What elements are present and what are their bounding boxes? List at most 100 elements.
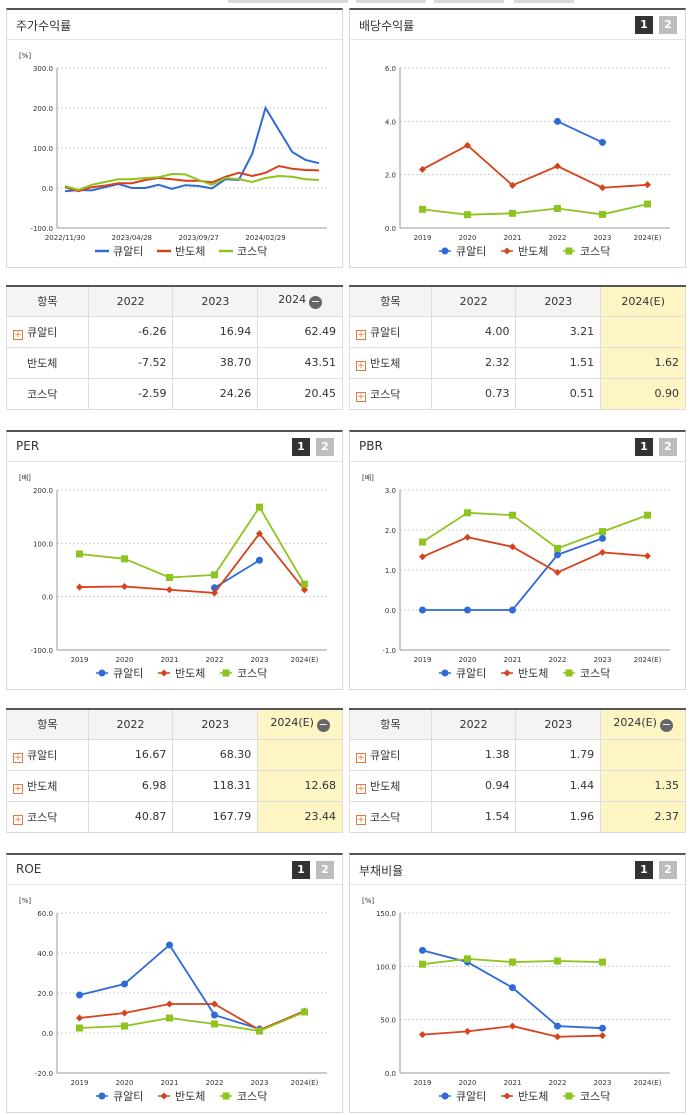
legend-label: 반도체 xyxy=(175,1090,205,1103)
page-1-button[interactable]: 1 xyxy=(635,861,653,879)
page-2-button[interactable]: 2 xyxy=(316,438,334,456)
data-point xyxy=(644,200,651,208)
page-2-button[interactable]: 2 xyxy=(659,861,677,879)
x-tick-label: 2023/04/28 xyxy=(112,234,152,242)
table-row: + 코스닥 40.87 167.79 23.44 xyxy=(6,800,343,833)
page-2-button[interactable]: 2 xyxy=(316,861,334,879)
top-tab-edge xyxy=(514,0,574,3)
debt-ratio-chart: [%]150.0 100.0 50.0 0.0 2019 2020 2021 2022 2023… xyxy=(362,897,670,1103)
row-label: 반도체 xyxy=(370,356,401,370)
expand-icon[interactable]: + xyxy=(356,814,366,825)
row-label: 큐알티 xyxy=(370,748,401,762)
x-tick-label: 2022 xyxy=(206,656,224,664)
x-tick-label: 2019 xyxy=(71,656,89,664)
cell: 62.49 xyxy=(257,315,343,348)
panel-title: PER xyxy=(16,439,40,453)
y-tick-label: 6.0 xyxy=(385,65,396,73)
expand-icon[interactable]: + xyxy=(13,783,23,794)
y-tick-label: -20.0 xyxy=(35,1070,53,1078)
data-point xyxy=(554,117,561,125)
x-tick-label: 2020 xyxy=(459,656,477,664)
cell: 6.98 xyxy=(87,769,174,802)
page-2-button[interactable]: 2 xyxy=(659,438,677,456)
table-row: + 코스닥 0.73 0.51 0.90 xyxy=(349,377,686,410)
panel-title: 배당수익률 xyxy=(359,19,415,33)
legend-marker xyxy=(160,669,168,677)
legend-marker xyxy=(503,669,511,677)
series-line xyxy=(79,1011,305,1032)
panel-header: PER 1 2 xyxy=(7,432,342,462)
col-header: 2022 xyxy=(430,708,517,740)
panel-header: 주가수익률 xyxy=(7,10,342,40)
pager: 1 2 xyxy=(635,861,677,879)
data-point xyxy=(464,509,471,517)
collapse-icon[interactable]: − xyxy=(659,718,673,733)
col-header: 항목 xyxy=(349,285,432,317)
expand-icon[interactable]: + xyxy=(356,360,366,371)
cell: 167.79 xyxy=(172,800,259,833)
expand-icon[interactable]: + xyxy=(13,814,23,825)
legend-label: 반도체 xyxy=(175,667,205,680)
pager: 1 2 xyxy=(635,438,677,456)
y-tick-label: 0.0 xyxy=(42,185,53,193)
col-header: 2024(E) − xyxy=(257,708,343,740)
data-point xyxy=(464,606,471,614)
cell: 20.45 xyxy=(257,377,343,410)
y-tick-label: 0.0 xyxy=(42,594,53,602)
data-point xyxy=(554,957,561,965)
legend-marker xyxy=(222,669,230,677)
y-tick-label: 100.0 xyxy=(33,145,53,153)
cell: 1.54 xyxy=(430,800,517,833)
cell: 1.51 xyxy=(515,346,602,379)
collapse-icon[interactable]: − xyxy=(309,295,323,310)
y-tick-label: 40.0 xyxy=(37,950,53,958)
row-label: 큐알티 xyxy=(27,748,58,762)
row-name: + 반도체 xyxy=(349,769,432,802)
legend-label: 코스닥 xyxy=(237,245,267,258)
data-point xyxy=(419,205,426,213)
page-1-button[interactable]: 1 xyxy=(292,438,310,456)
pager: 1 2 xyxy=(292,438,334,456)
expand-icon[interactable]: + xyxy=(13,752,23,763)
panel-title: 주가수익률 xyxy=(16,19,72,33)
expand-icon[interactable]: + xyxy=(356,329,366,340)
data-point xyxy=(644,511,651,519)
y-tick-label: 20.0 xyxy=(37,990,53,998)
x-tick-label: 2023/09/27 xyxy=(179,234,219,242)
page-1-button[interactable]: 1 xyxy=(292,861,310,879)
y-tick-label: 100.0 xyxy=(376,963,396,971)
x-tick-label: 2021 xyxy=(504,656,522,664)
col-header: 2024(E) xyxy=(600,285,686,317)
y-tick-label: 2.0 xyxy=(385,527,396,535)
data-point xyxy=(256,1027,263,1035)
row-name: + 코스닥 xyxy=(349,377,432,410)
expand-icon[interactable]: + xyxy=(356,391,366,402)
x-tick-label: 2022 xyxy=(549,234,567,242)
data-point xyxy=(554,162,561,170)
top-strip xyxy=(0,0,691,6)
expand-icon[interactable]: + xyxy=(356,752,366,763)
data-point xyxy=(554,551,561,559)
table-row: + 큐알티 4.00 3.21 xyxy=(349,315,686,348)
table-row: + 코스닥 1.54 1.96 2.37 xyxy=(349,800,686,833)
series-line xyxy=(422,536,648,574)
pbr-chart: [배] 3.0 2.0 1.0 0.0 -1.0 2019 2020 2021 2022 2023 2… xyxy=(362,473,670,680)
x-tick-label: 2019 xyxy=(414,234,432,242)
data-point xyxy=(419,946,426,954)
y-tick-label: 200.0 xyxy=(33,105,53,113)
data-point xyxy=(509,984,516,992)
col-header-label: 2024 xyxy=(278,293,307,307)
cell: 0.73 xyxy=(430,377,517,410)
page-1-button[interactable]: 1 xyxy=(635,438,653,456)
row-label: 코스닥 xyxy=(27,810,58,824)
y-tick-label: 60.0 xyxy=(37,910,53,918)
collapse-icon[interactable]: − xyxy=(316,718,330,733)
legend-label: 코스닥 xyxy=(580,245,610,258)
cell: 0.90 xyxy=(600,377,686,410)
series-line xyxy=(422,511,648,550)
page-2-button[interactable]: 2 xyxy=(659,16,677,34)
page-1-button[interactable]: 1 xyxy=(635,16,653,34)
expand-icon[interactable]: + xyxy=(13,329,23,340)
expand-icon[interactable]: + xyxy=(356,783,366,794)
